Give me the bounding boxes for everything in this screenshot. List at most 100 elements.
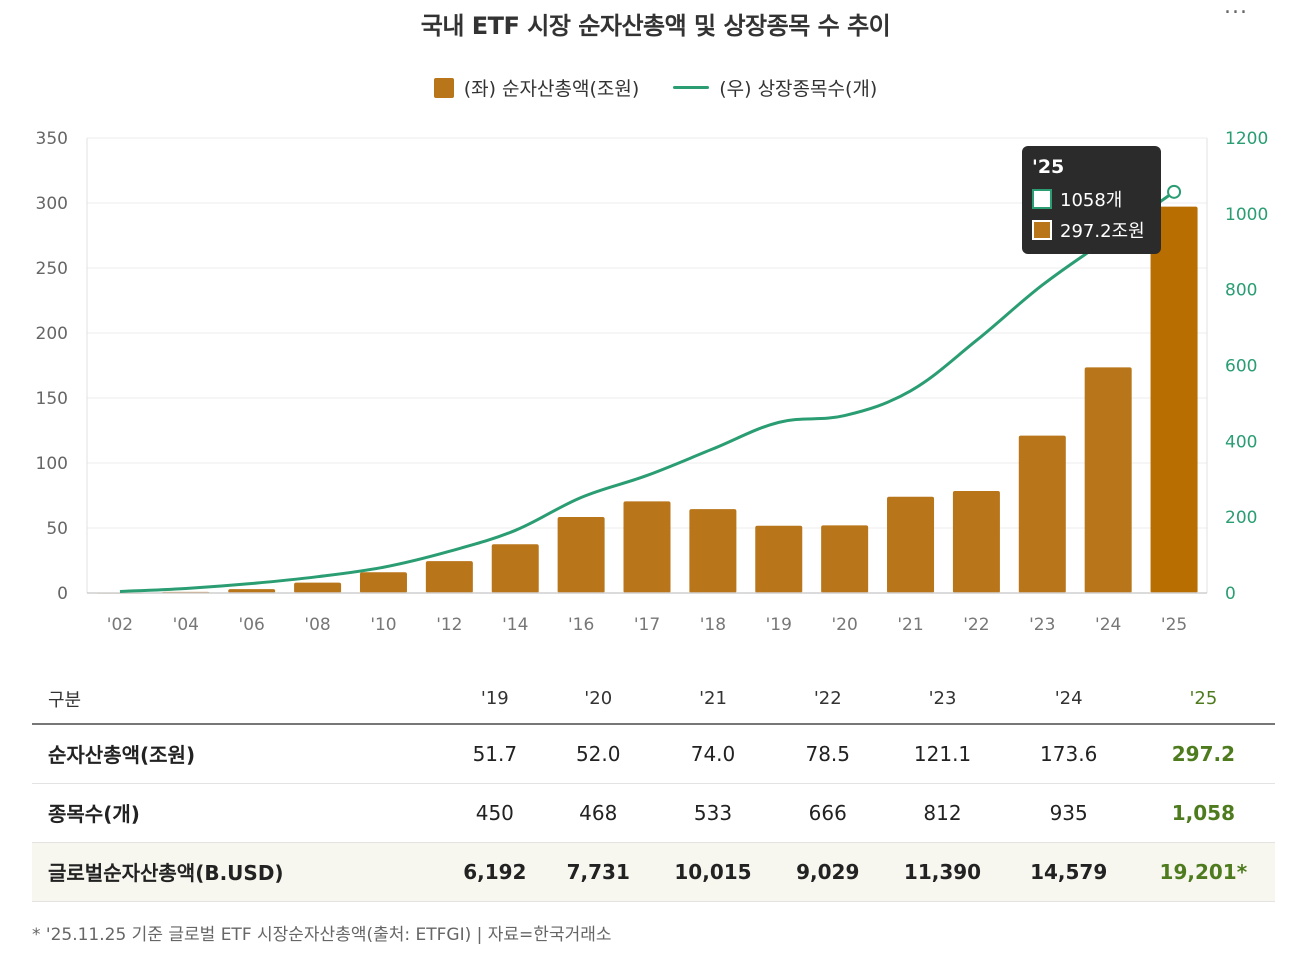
x-tick-label: '10 xyxy=(370,615,396,635)
more-options-icon[interactable]: ... xyxy=(1224,0,1248,19)
bar-7 xyxy=(557,516,605,593)
x-tick-label: '06 xyxy=(239,615,265,635)
x-tick-label: '20 xyxy=(831,615,857,635)
table-cell: 11,390 xyxy=(879,842,1006,902)
table-cell: 10,015 xyxy=(649,842,777,902)
y-left-tick-label: 100 xyxy=(36,454,68,474)
table-header-cell: '19 xyxy=(443,674,547,725)
table-cell: 935 xyxy=(1005,783,1132,843)
chart-legend: (좌) 순자산총액(조원) (우) 상장종목수(개) xyxy=(0,74,1311,101)
y-right-tick-label: 0 xyxy=(1225,584,1236,604)
bar-13 xyxy=(952,490,1000,593)
tooltip-bar-value: 297.2조원 xyxy=(1060,221,1145,242)
table-header-cell: '21 xyxy=(649,674,777,725)
table-row: 종목수(개) 450 468 533 666 812 935 1,058 xyxy=(32,783,1275,843)
series-line xyxy=(119,190,1175,593)
table-cell: 9,029 xyxy=(776,842,880,902)
y-left-tick-label: 50 xyxy=(46,519,68,539)
table-cell: 812 xyxy=(879,783,1006,843)
x-tick-label: '21 xyxy=(897,615,923,635)
table-cell: 74.0 xyxy=(649,724,777,784)
legend-item-line[interactable]: (우) 상장종목수(개) xyxy=(673,74,877,101)
table-header-cell: '24 xyxy=(1005,674,1132,725)
table-cell: 6,192 xyxy=(443,842,547,902)
x-tick-label: '14 xyxy=(502,615,528,635)
table-row-label: 순자산총액(조원) xyxy=(32,724,444,784)
table-cell: 173.6 xyxy=(1005,724,1132,784)
x-tick-label: '08 xyxy=(304,615,330,635)
y-left-tick-label: 350 xyxy=(36,129,68,149)
table-cell-highlight: 297.2 xyxy=(1131,724,1275,784)
x-tick-label: '18 xyxy=(700,615,726,635)
table-cell: 450 xyxy=(443,783,547,843)
y-right-tick-label: 600 xyxy=(1225,357,1257,377)
bar-8 xyxy=(623,501,671,593)
bar-2 xyxy=(228,589,276,593)
table-row: 글로벌순자산총액(B.USD) 6,192 7,731 10,015 9,029… xyxy=(32,842,1275,902)
table-header-row: 구분 '19 '20 '21 '22 '23 '24 '25 xyxy=(32,674,1275,725)
footnote: * '25.11.25 기준 글로벌 ETF 시장순자산총액(출처: ETFGI… xyxy=(32,925,612,945)
bar-14 xyxy=(1018,435,1066,593)
y-right-tick-label: 1000 xyxy=(1225,205,1268,225)
x-tick-label: '23 xyxy=(1029,615,1055,635)
bar-11 xyxy=(821,525,869,593)
x-tick-label: '19 xyxy=(766,615,792,635)
table-row-label: 종목수(개) xyxy=(32,783,444,843)
table-header-cell: 구분 xyxy=(32,674,444,725)
table-cell: 14,579 xyxy=(1005,842,1132,902)
x-tick-label: '02 xyxy=(107,615,133,635)
combo-chart: 0 50 100 150 200 250 300 350 0 200 400 600 800 1000 12… xyxy=(36,129,1269,635)
bar-16 xyxy=(1150,206,1198,593)
data-table: 구분 '19 '20 '21 '22 '23 '24 '25 순자산총액(조원)… xyxy=(32,674,1275,902)
table-cell: 78.5 xyxy=(776,724,880,784)
table-header-cell-highlight: '25 xyxy=(1131,674,1275,725)
table-cell: 468 xyxy=(546,783,650,843)
legend-item-bar[interactable]: (좌) 순자산총액(조원) xyxy=(433,74,640,101)
table-cell: 51.7 xyxy=(443,724,547,784)
table-header-cell: '22 xyxy=(776,674,880,725)
bar-10 xyxy=(755,525,803,593)
legend-bar-label: (좌) 순자산총액(조원) xyxy=(463,78,640,100)
bar-5 xyxy=(425,561,473,593)
tooltip-bar-row: 297.2조원 xyxy=(1032,217,1151,243)
x-tick-label: '17 xyxy=(634,615,660,635)
table-cell: 7,731 xyxy=(546,842,650,902)
x-tick-label: '24 xyxy=(1095,615,1121,635)
y-left-tick-label: 200 xyxy=(36,324,68,344)
x-tick-label: '12 xyxy=(436,615,462,635)
y-right-tick-label: 400 xyxy=(1225,432,1257,452)
chart-title: 국내 ETF 시장 순자산총액 및 상장종목 수 추이 xyxy=(420,12,891,40)
line-point-highlight xyxy=(1167,184,1182,199)
x-tick-label: '16 xyxy=(568,615,594,635)
bar-12 xyxy=(887,496,935,593)
table-header-cell: '23 xyxy=(879,674,1006,725)
table-cell: 52.0 xyxy=(546,724,650,784)
chart-tooltip: '25 1058개 297.2조원 xyxy=(1022,146,1161,254)
table-row-label: 글로벌순자산총액(B.USD) xyxy=(32,842,444,902)
tooltip-line-value: 1058개 xyxy=(1060,190,1123,211)
y-left-tick-label: 300 xyxy=(36,194,68,214)
tooltip-line-row: 1058개 xyxy=(1032,186,1151,212)
bar-15 xyxy=(1084,367,1132,593)
y-right-tick-label: 800 xyxy=(1225,281,1257,301)
table-header-cell: '20 xyxy=(546,674,650,725)
x-tick-label: '22 xyxy=(963,615,989,635)
table-cell: 121.1 xyxy=(879,724,1006,784)
x-tick-label: '25 xyxy=(1161,615,1187,635)
legend-line-label: (우) 상장종목수(개) xyxy=(719,78,878,100)
tooltip-line-swatch xyxy=(1032,189,1052,209)
tooltip-category: '25 xyxy=(1032,156,1065,178)
y-right-tick-label: 200 xyxy=(1225,508,1257,528)
y-left-tick-label: 0 xyxy=(57,584,68,604)
table-row: 순자산총액(조원) 51.7 52.0 74.0 78.5 121.1 173.… xyxy=(32,724,1275,784)
table-cell-highlight: 1,058 xyxy=(1131,783,1275,843)
bar-4 xyxy=(359,572,407,593)
tooltip-bar-swatch xyxy=(1032,220,1052,240)
table-cell: 533 xyxy=(649,783,777,843)
y-right-tick-label: 1200 xyxy=(1225,129,1268,149)
legend-bar-swatch xyxy=(433,77,454,98)
bar-6 xyxy=(491,544,539,593)
table-cell: 666 xyxy=(776,783,880,843)
table-cell-highlight: 19,201* xyxy=(1131,842,1275,902)
y-left-tick-label: 150 xyxy=(36,389,68,409)
